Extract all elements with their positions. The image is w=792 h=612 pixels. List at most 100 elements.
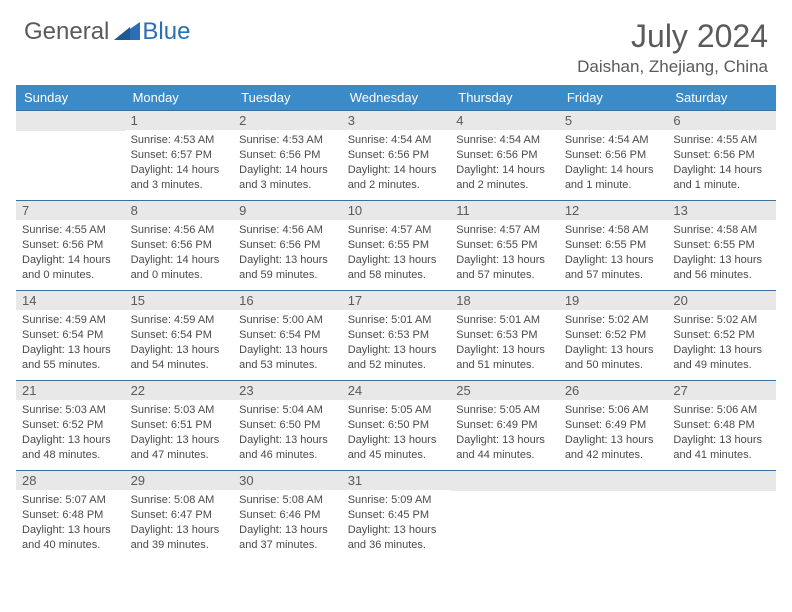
day-content: Sunrise: 4:53 AMSunset: 6:56 PMDaylight:… — [233, 130, 342, 198]
calendar-day-cell: 9Sunrise: 4:56 AMSunset: 6:56 PMDaylight… — [233, 201, 342, 291]
page-header: General Blue July 2024 Daishan, Zhejiang… — [0, 0, 792, 85]
sunset-text: Sunset: 6:56 PM — [348, 148, 445, 163]
day-number: 19 — [559, 291, 668, 310]
day-number: 22 — [125, 381, 234, 400]
sunset-text: Sunset: 6:47 PM — [131, 508, 228, 523]
day-content: Sunrise: 4:58 AMSunset: 6:55 PMDaylight:… — [559, 220, 668, 288]
day-content: Sunrise: 5:03 AMSunset: 6:52 PMDaylight:… — [16, 400, 125, 468]
calendar-day-cell: 1Sunrise: 4:53 AMSunset: 6:57 PMDaylight… — [125, 111, 234, 201]
daylight-text: Daylight: 13 hours and 54 minutes. — [131, 343, 228, 373]
day-number: 10 — [342, 201, 451, 220]
sunset-text: Sunset: 6:50 PM — [239, 418, 336, 433]
calendar-week-row: 21Sunrise: 5:03 AMSunset: 6:52 PMDayligh… — [16, 381, 776, 471]
day-number: 14 — [16, 291, 125, 310]
sunrise-text: Sunrise: 5:08 AM — [131, 493, 228, 508]
daylight-text: Daylight: 14 hours and 1 minute. — [565, 163, 662, 193]
day-number: 12 — [559, 201, 668, 220]
day-number-empty — [559, 471, 668, 491]
sunset-text: Sunset: 6:56 PM — [565, 148, 662, 163]
day-number: 20 — [667, 291, 776, 310]
day-content: Sunrise: 4:54 AMSunset: 6:56 PMDaylight:… — [559, 130, 668, 198]
sunset-text: Sunset: 6:51 PM — [131, 418, 228, 433]
calendar-day-cell: 13Sunrise: 4:58 AMSunset: 6:55 PMDayligh… — [667, 201, 776, 291]
daylight-text: Daylight: 13 hours and 56 minutes. — [673, 253, 770, 283]
day-content: Sunrise: 4:58 AMSunset: 6:55 PMDaylight:… — [667, 220, 776, 288]
day-number: 5 — [559, 111, 668, 130]
daylight-text: Daylight: 13 hours and 59 minutes. — [239, 253, 336, 283]
daylight-text: Daylight: 13 hours and 49 minutes. — [673, 343, 770, 373]
day-number: 27 — [667, 381, 776, 400]
calendar-day-cell: 22Sunrise: 5:03 AMSunset: 6:51 PMDayligh… — [125, 381, 234, 471]
calendar-table: SundayMondayTuesdayWednesdayThursdayFrid… — [16, 85, 776, 561]
daylight-text: Daylight: 13 hours and 46 minutes. — [239, 433, 336, 463]
sunset-text: Sunset: 6:55 PM — [565, 238, 662, 253]
sunrise-text: Sunrise: 4:58 AM — [673, 223, 770, 238]
sunset-text: Sunset: 6:55 PM — [673, 238, 770, 253]
day-number-empty — [450, 471, 559, 491]
sunset-text: Sunset: 6:56 PM — [131, 238, 228, 253]
sunrise-text: Sunrise: 4:53 AM — [131, 133, 228, 148]
day-number: 24 — [342, 381, 451, 400]
calendar-day-cell: 15Sunrise: 4:59 AMSunset: 6:54 PMDayligh… — [125, 291, 234, 381]
sunset-text: Sunset: 6:54 PM — [131, 328, 228, 343]
day-content: Sunrise: 5:05 AMSunset: 6:50 PMDaylight:… — [342, 400, 451, 468]
day-content: Sunrise: 5:08 AMSunset: 6:47 PMDaylight:… — [125, 490, 234, 558]
daylight-text: Daylight: 13 hours and 45 minutes. — [348, 433, 445, 463]
day-number-empty — [667, 471, 776, 491]
day-number: 16 — [233, 291, 342, 310]
sunrise-text: Sunrise: 4:54 AM — [348, 133, 445, 148]
sunrise-text: Sunrise: 4:55 AM — [673, 133, 770, 148]
calendar-day-cell: 4Sunrise: 4:54 AMSunset: 6:56 PMDaylight… — [450, 111, 559, 201]
sunrise-text: Sunrise: 4:55 AM — [22, 223, 119, 238]
day-number: 23 — [233, 381, 342, 400]
day-number: 3 — [342, 111, 451, 130]
daylight-text: Daylight: 13 hours and 57 minutes. — [565, 253, 662, 283]
calendar-week-row: 28Sunrise: 5:07 AMSunset: 6:48 PMDayligh… — [16, 471, 776, 561]
day-number: 29 — [125, 471, 234, 490]
sunrise-text: Sunrise: 5:05 AM — [348, 403, 445, 418]
day-content: Sunrise: 4:59 AMSunset: 6:54 PMDaylight:… — [16, 310, 125, 378]
day-content: Sunrise: 5:06 AMSunset: 6:49 PMDaylight:… — [559, 400, 668, 468]
day-content: Sunrise: 5:05 AMSunset: 6:49 PMDaylight:… — [450, 400, 559, 468]
calendar-day-cell: 28Sunrise: 5:07 AMSunset: 6:48 PMDayligh… — [16, 471, 125, 561]
calendar-day-cell: 3Sunrise: 4:54 AMSunset: 6:56 PMDaylight… — [342, 111, 451, 201]
day-number: 8 — [125, 201, 234, 220]
sunrise-text: Sunrise: 5:05 AM — [456, 403, 553, 418]
daylight-text: Daylight: 14 hours and 1 minute. — [673, 163, 770, 193]
calendar-day-cell: 16Sunrise: 5:00 AMSunset: 6:54 PMDayligh… — [233, 291, 342, 381]
sunset-text: Sunset: 6:53 PM — [348, 328, 445, 343]
calendar-day-cell: 26Sunrise: 5:06 AMSunset: 6:49 PMDayligh… — [559, 381, 668, 471]
calendar-day-cell: 10Sunrise: 4:57 AMSunset: 6:55 PMDayligh… — [342, 201, 451, 291]
sunrise-text: Sunrise: 4:54 AM — [456, 133, 553, 148]
sunset-text: Sunset: 6:55 PM — [456, 238, 553, 253]
sunrise-text: Sunrise: 5:03 AM — [131, 403, 228, 418]
calendar-day-cell: 18Sunrise: 5:01 AMSunset: 6:53 PMDayligh… — [450, 291, 559, 381]
day-number: 7 — [16, 201, 125, 220]
weekday-header-row: SundayMondayTuesdayWednesdayThursdayFrid… — [16, 85, 776, 111]
day-number: 1 — [125, 111, 234, 130]
sunrise-text: Sunrise: 4:59 AM — [131, 313, 228, 328]
day-number: 2 — [233, 111, 342, 130]
day-number: 18 — [450, 291, 559, 310]
sunrise-text: Sunrise: 5:03 AM — [22, 403, 119, 418]
daylight-text: Daylight: 14 hours and 0 minutes. — [131, 253, 228, 283]
calendar-day-cell: 6Sunrise: 4:55 AMSunset: 6:56 PMDaylight… — [667, 111, 776, 201]
daylight-text: Daylight: 13 hours and 58 minutes. — [348, 253, 445, 283]
day-number: 25 — [450, 381, 559, 400]
day-number: 6 — [667, 111, 776, 130]
sunset-text: Sunset: 6:46 PM — [239, 508, 336, 523]
month-title: July 2024 — [577, 18, 768, 55]
daylight-text: Daylight: 13 hours and 55 minutes. — [22, 343, 119, 373]
sunset-text: Sunset: 6:56 PM — [239, 148, 336, 163]
day-content: Sunrise: 5:02 AMSunset: 6:52 PMDaylight:… — [559, 310, 668, 378]
weekday-header-cell: Wednesday — [342, 85, 451, 111]
calendar-week-row: 14Sunrise: 4:59 AMSunset: 6:54 PMDayligh… — [16, 291, 776, 381]
sunrise-text: Sunrise: 5:01 AM — [456, 313, 553, 328]
day-number: 13 — [667, 201, 776, 220]
day-content: Sunrise: 5:02 AMSunset: 6:52 PMDaylight:… — [667, 310, 776, 378]
daylight-text: Daylight: 13 hours and 39 minutes. — [131, 523, 228, 553]
calendar-day-cell: 5Sunrise: 4:54 AMSunset: 6:56 PMDaylight… — [559, 111, 668, 201]
calendar-day-cell: 30Sunrise: 5:08 AMSunset: 6:46 PMDayligh… — [233, 471, 342, 561]
daylight-text: Daylight: 13 hours and 40 minutes. — [22, 523, 119, 553]
daylight-text: Daylight: 13 hours and 57 minutes. — [456, 253, 553, 283]
